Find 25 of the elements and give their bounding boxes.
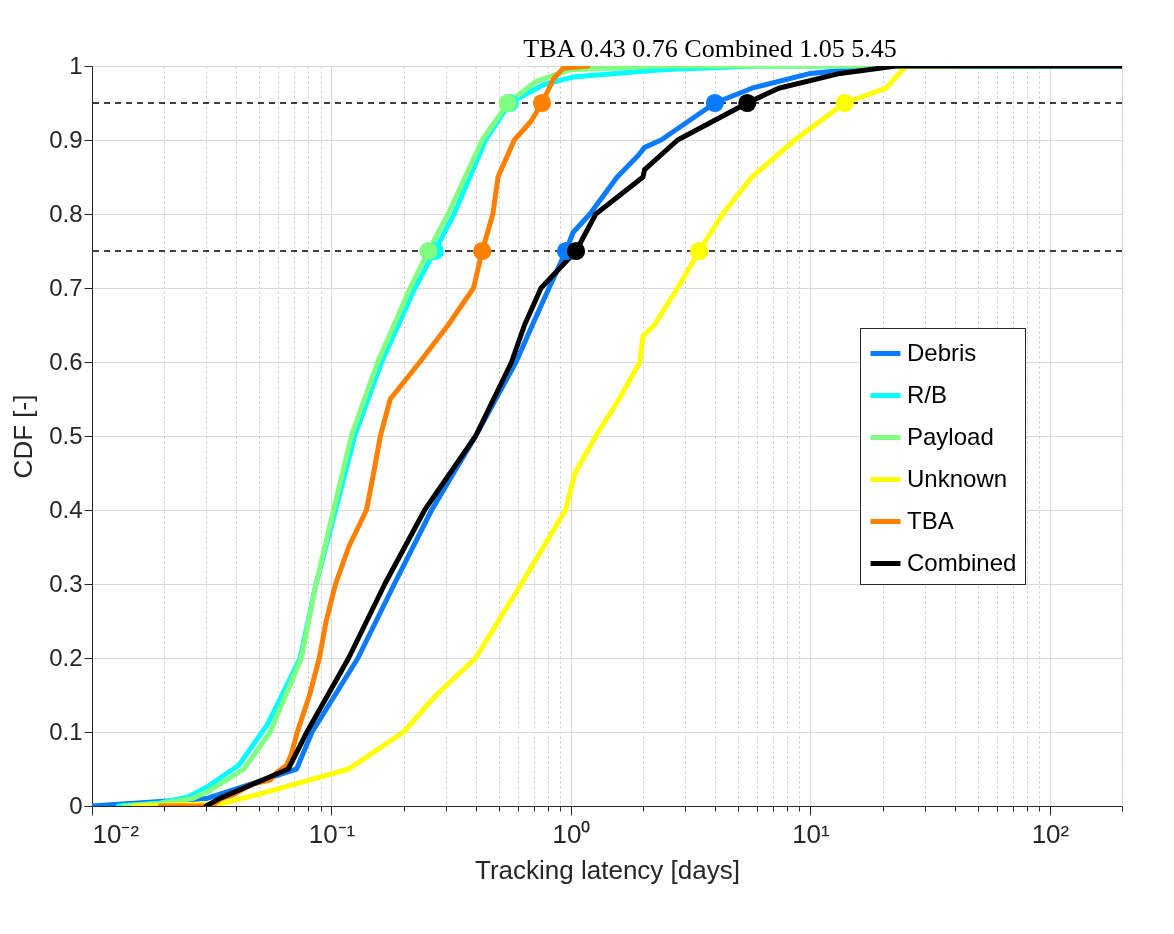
text: TBA 0.43 0.76 Combined 1.05 5.45	[523, 34, 897, 63]
x-tick-label: 10⁻²	[92, 818, 140, 849]
legend-label: Payload	[907, 422, 994, 450]
y-tick-label: 0.4	[49, 495, 83, 523]
y-tick-label: 1	[69, 51, 83, 79]
x-tick-label: 10²	[1031, 818, 1070, 849]
x-tick-label: 10⁰	[552, 818, 591, 849]
x-tick-label: 10⁻¹	[308, 818, 356, 849]
y-axis-title: CDF [-]	[8, 394, 39, 479]
y-tick-label: 0.3	[49, 569, 83, 597]
legend-label: Debris	[907, 338, 977, 366]
y-tick-label: 0	[69, 791, 83, 819]
x-tick-label: 10¹	[792, 818, 831, 849]
legend-label: Unknown	[907, 464, 1008, 492]
y-tick-label: 0.8	[49, 199, 83, 227]
y-tick-label: 0.6	[49, 347, 83, 375]
y-tick-label: 0.2	[49, 643, 83, 671]
y-tick-label: 0.7	[49, 273, 83, 301]
y-tick-label: 0.1	[49, 717, 83, 745]
y-tick-label: 0.9	[49, 125, 83, 153]
legend-label: R/B	[907, 380, 948, 408]
legend-label: TBA	[907, 506, 954, 534]
y-tick-label: 0.5	[49, 421, 83, 449]
x-axis-title: Tracking latency [days]	[475, 854, 740, 885]
legend-label: Combined	[907, 548, 1017, 576]
